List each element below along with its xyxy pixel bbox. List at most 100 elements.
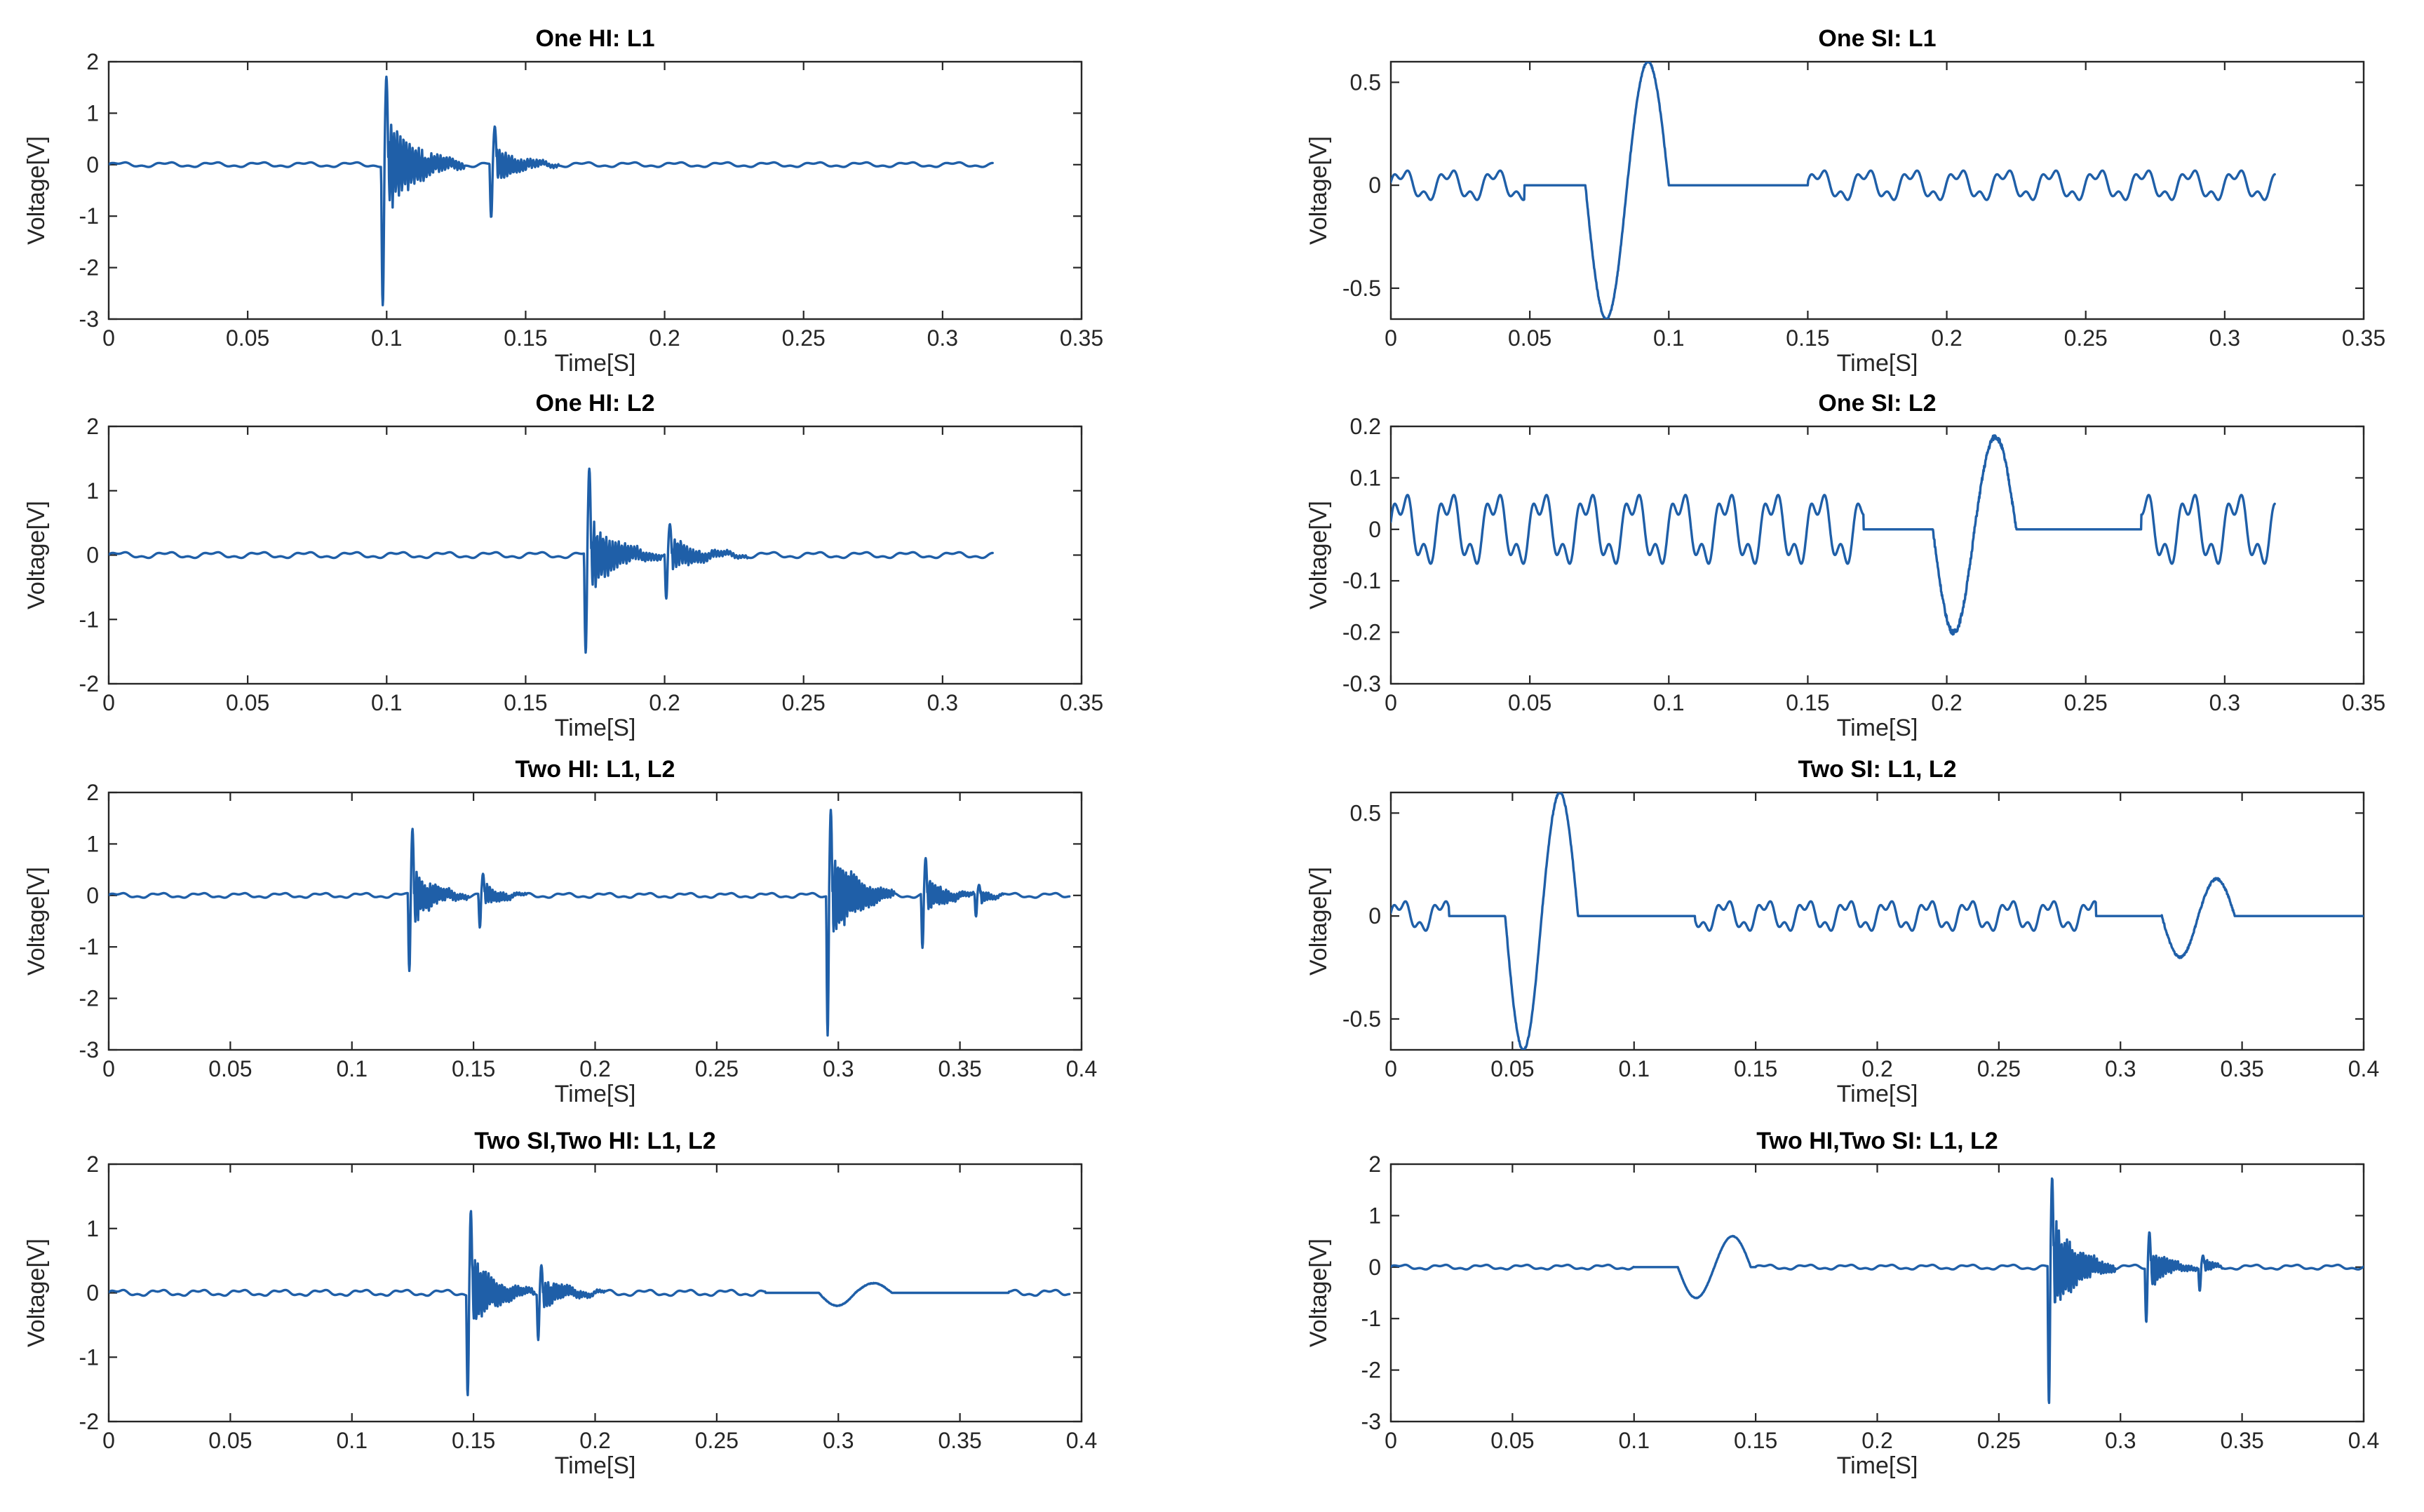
y-tick-label: -1 (79, 934, 99, 959)
plot-frame (1389, 1163, 2365, 1423)
y-tick-label: 1 (1368, 1203, 1381, 1228)
y-tick-label: -1 (79, 607, 99, 632)
y-tick-label: 1 (86, 1216, 99, 1241)
series-line (109, 1210, 1071, 1396)
x-axis-label: Time[S] (1837, 350, 1918, 377)
x-axis-label: Time[S] (1837, 1452, 1918, 1479)
x-tick-label: 0.05 (208, 1056, 252, 1081)
y-tick-label: -0.5 (1342, 276, 1381, 301)
x-tick-label: 0.35 (1060, 690, 1103, 715)
chart-title: One HI: L1 (535, 25, 654, 52)
chart-p2: One SI: L1 0 0.05 0.1 0.15 0.2 0.25 0.3 0.35 -0.5… (1305, 25, 2385, 377)
x-tick-label: 0.05 (1490, 1428, 1534, 1453)
x-tick-label: 0.25 (782, 690, 826, 715)
x-tick-label: 0.3 (823, 1428, 854, 1453)
chart-title: One SI: L1 (1818, 25, 1936, 52)
x-tick-label: 0.35 (1060, 325, 1103, 351)
x-tick-label: 0.05 (208, 1428, 252, 1453)
y-tick-label: -1 (79, 203, 99, 229)
chart-title: One HI: L2 (535, 390, 654, 417)
x-tick-label: 0.4 (1066, 1056, 1097, 1081)
x-tick-label: 0.1 (1653, 690, 1684, 715)
y-tick-label: 0 (86, 883, 99, 908)
x-axis-label: Time[S] (1837, 715, 1918, 741)
y-tick-label: -0.3 (1342, 671, 1381, 696)
y-axis-label: Voltage[V] (23, 1238, 50, 1347)
y-tick-label: -3 (1361, 1409, 1381, 1434)
x-tick-label: 0.2 (1861, 1056, 1892, 1081)
x-tick-label: 0.4 (2348, 1428, 2379, 1453)
y-tick-label: 2 (1368, 1152, 1381, 1177)
x-tick-label: 0.05 (226, 690, 269, 715)
x-tick-label: 0.4 (1066, 1428, 1097, 1453)
x-tick-label: 0.2 (649, 690, 680, 715)
y-tick-label: 2 (86, 49, 99, 74)
x-tick-label: 0.35 (2220, 1056, 2263, 1081)
x-tick-label: 0.3 (2209, 690, 2240, 715)
x-axis-label: Time[S] (555, 1452, 636, 1479)
y-axis-label: Voltage[V] (23, 867, 50, 976)
x-tick-label: 0.3 (823, 1056, 854, 1081)
y-tick-label: -2 (79, 255, 99, 281)
y-axis-label: Voltage[V] (1305, 867, 1332, 976)
y-tick-label: -3 (79, 306, 99, 332)
y-tick-label: -2 (79, 671, 99, 696)
x-tick-label: 0.35 (2342, 690, 2385, 715)
y-axis-label: Voltage[V] (23, 136, 50, 245)
y-tick-label: 0 (1368, 517, 1381, 542)
chart-title: Two HI: L1, L2 (516, 756, 675, 783)
y-tick-label: 1 (86, 478, 99, 504)
x-tick-label: 0 (1385, 1056, 1397, 1081)
y-tick-label: 2 (86, 780, 99, 805)
y-tick-label: 0 (86, 543, 99, 568)
x-tick-label: 0.15 (1786, 690, 1829, 715)
x-tick-label: 0.35 (938, 1428, 981, 1453)
series-line (109, 467, 994, 654)
x-tick-label: 0.35 (938, 1056, 981, 1081)
x-tick-label: 0.05 (1490, 1056, 1534, 1081)
y-tick-label: 0.1 (1350, 465, 1381, 490)
plot-frame (107, 60, 1083, 320)
x-tick-label: 0.3 (927, 325, 958, 351)
y-tick-label: 0.2 (1350, 414, 1381, 439)
x-tick-label: 0 (102, 1428, 115, 1453)
x-tick-label: 0.15 (1786, 325, 1829, 351)
x-tick-label: 0.3 (927, 690, 958, 715)
y-tick-label: 0 (1368, 173, 1381, 198)
x-tick-label: 0.25 (2064, 325, 2108, 351)
series-line (1391, 62, 2276, 319)
x-tick-label: 0.25 (695, 1428, 739, 1453)
chart-title: One SI: L2 (1818, 390, 1936, 417)
x-tick-label: 0.15 (452, 1428, 495, 1453)
y-tick-label: 2 (86, 414, 99, 439)
plot-frame (1389, 425, 2365, 685)
x-tick-label: 0.1 (1619, 1056, 1650, 1081)
chart-title: Two SI,Two HI: L1, L2 (474, 1128, 715, 1154)
y-tick-label: 0.5 (1350, 69, 1381, 95)
chart-title: Two SI: L1, L2 (1798, 756, 1956, 783)
y-tick-label: -0.2 (1342, 620, 1381, 645)
x-tick-label: 0 (102, 325, 115, 351)
series-line (1391, 1177, 2364, 1405)
y-axis-label: Voltage[V] (23, 501, 50, 609)
y-tick-label: -0.1 (1342, 568, 1381, 593)
plot-frame (1389, 791, 2365, 1051)
x-tick-label: 0.35 (2220, 1428, 2263, 1453)
chart-title: Two HI,Two SI: L1, L2 (1756, 1128, 1998, 1154)
y-axis-label: Voltage[V] (1305, 136, 1332, 245)
x-axis-label: Time[S] (555, 350, 636, 377)
x-tick-label: 0.2 (1931, 325, 1962, 351)
chart-p1: One HI: L1 0 0.05 0.1 0.15 0.2 0.25 0.3 0.35 -3 -2… (23, 25, 1103, 377)
y-tick-label: 0 (86, 1281, 99, 1306)
x-tick-label: 0.35 (2342, 325, 2385, 351)
series-line (1391, 434, 2276, 636)
y-tick-label: 0.5 (1350, 800, 1381, 825)
x-axis-label: Time[S] (1837, 1081, 1918, 1107)
chart-p3: One HI: L2 0 0.05 0.1 0.15 0.2 0.25 0.3 0.35 -2 -1… (23, 390, 1103, 741)
series-line (109, 75, 994, 306)
y-tick-label: 2 (86, 1152, 99, 1177)
x-tick-label: 0.15 (504, 690, 547, 715)
x-tick-label: 0.15 (452, 1056, 495, 1081)
